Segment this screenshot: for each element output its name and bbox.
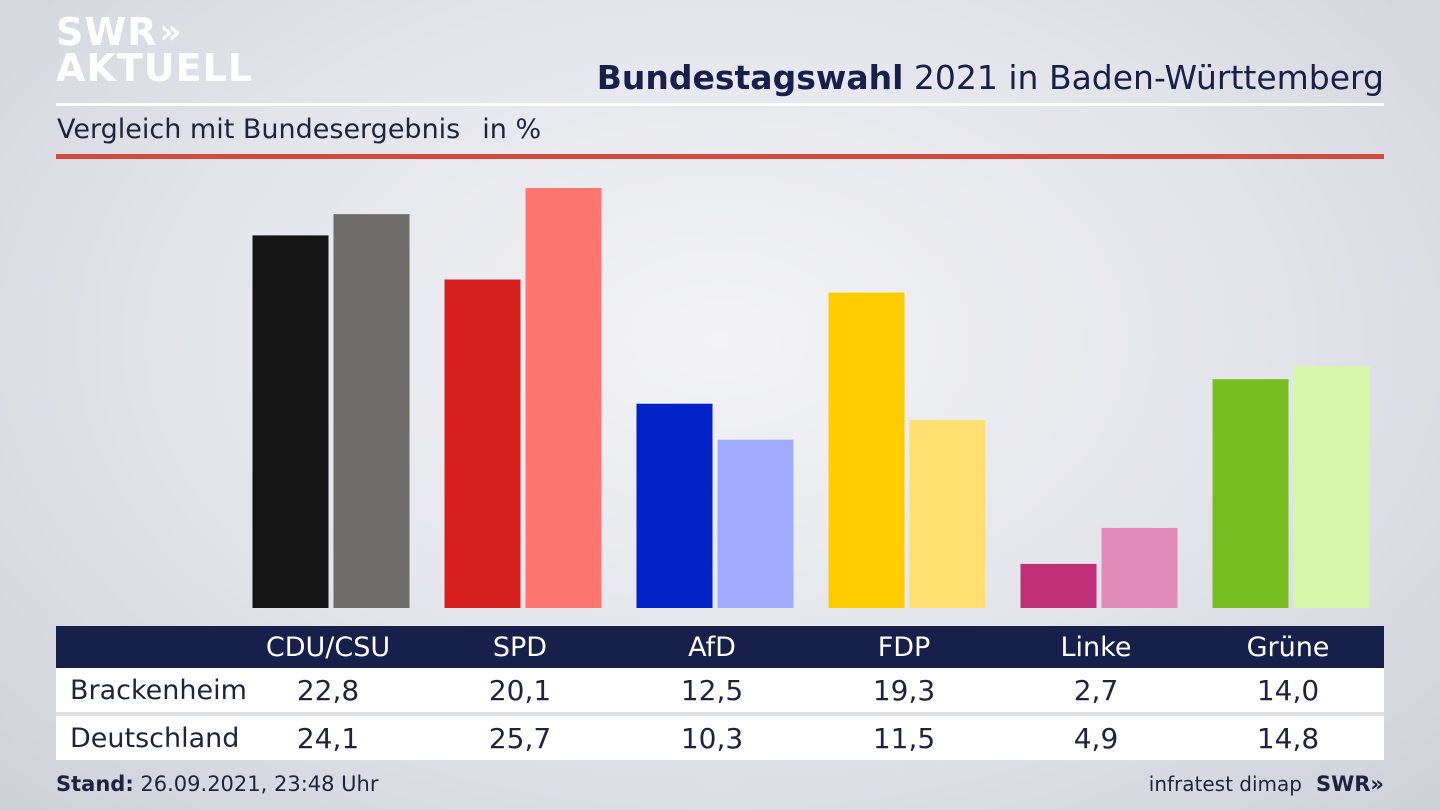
bar-cdu-csu-deutschland [333, 214, 410, 608]
table-cell: 10,3 [616, 716, 808, 760]
bar-afd-brackenheim [636, 403, 713, 608]
stand-value: 26.09.2021, 23:48 Uhr [133, 772, 379, 796]
header-cell: FDP [808, 626, 1000, 668]
source-credit: infratest dimap SWR» [1149, 772, 1384, 796]
table-row: Brackenheim 22,8 20,1 12,5 19,3 2,7 14,0 [56, 668, 1384, 716]
bar-chart [252, 188, 1370, 608]
header-cell: Linke [1000, 626, 1192, 668]
header-cell-empty [56, 626, 232, 668]
stand-label: Stand: [56, 772, 134, 796]
bar-grüne-brackenheim [1212, 379, 1289, 608]
chart-subtitle: Vergleich mit Bundesergebnis in % [57, 114, 541, 145]
table-cell: 14,8 [1192, 716, 1384, 760]
header-cell: AfD [616, 626, 808, 668]
bar-afd-deutschland [717, 439, 794, 608]
bar-grüne-deutschland [1293, 366, 1370, 608]
table-cell: 19,3 [808, 668, 1000, 716]
header-cell: Grüne [1192, 626, 1384, 668]
table-cell: 25,7 [424, 716, 616, 760]
table-cell: 12,5 [616, 668, 808, 716]
bar-linke-brackenheim [1020, 563, 1097, 608]
timestamp: Stand: 26.09.2021, 23:48 Uhr [56, 772, 379, 796]
results-table: CDU/CSU SPD AfD FDP Linke Grüne Brackenh… [56, 626, 1384, 760]
chart-title-rest: 2021 in Baden-Württemberg [903, 58, 1384, 97]
table-cell: 20,1 [424, 668, 616, 716]
bar-cdu-csu-brackenheim [252, 235, 329, 608]
table-row: Deutschland 24,1 25,7 10,3 11,5 4,9 14,8 [56, 716, 1384, 760]
row-label: Deutschland [56, 716, 239, 760]
table-cell: 22,8 [232, 668, 424, 716]
bar-spd-brackenheim [444, 279, 521, 608]
logo-line2: AKTUELL [56, 46, 254, 91]
chart-title: Bundestagswahl 2021 in Baden-Württemberg [597, 58, 1384, 97]
table-cell: 14,0 [1192, 668, 1384, 716]
header-cell: CDU/CSU [232, 626, 424, 668]
source-text: infratest dimap [1148, 772, 1302, 796]
bar-fdp-deutschland [909, 420, 986, 608]
table-cell: 4,9 [1000, 716, 1192, 760]
bar-spd-deutschland [525, 188, 602, 608]
table-cell: 24,1 [232, 716, 424, 760]
subtitle-divider [56, 154, 1384, 159]
swr-aktuell-logo: SWR» AKTUELL [56, 10, 254, 91]
table-cell: 2,7 [1000, 668, 1192, 716]
table-cell: 11,5 [808, 716, 1000, 760]
header-cell: SPD [424, 626, 616, 668]
bar-linke-deutschland [1101, 527, 1178, 608]
row-label: Brackenheim [56, 668, 247, 716]
chart-title-bold: Bundestagswahl [596, 58, 904, 97]
swr-small-logo: SWR» [1315, 772, 1384, 796]
bar-fdp-brackenheim [828, 292, 905, 608]
title-divider [56, 103, 1384, 106]
logo-line1: SWR [56, 10, 158, 54]
table-header-row: CDU/CSU SPD AfD FDP Linke Grüne [56, 626, 1384, 668]
subtitle-text: Vergleich mit Bundesergebnis [57, 114, 461, 145]
unit-label: in % [482, 114, 542, 145]
